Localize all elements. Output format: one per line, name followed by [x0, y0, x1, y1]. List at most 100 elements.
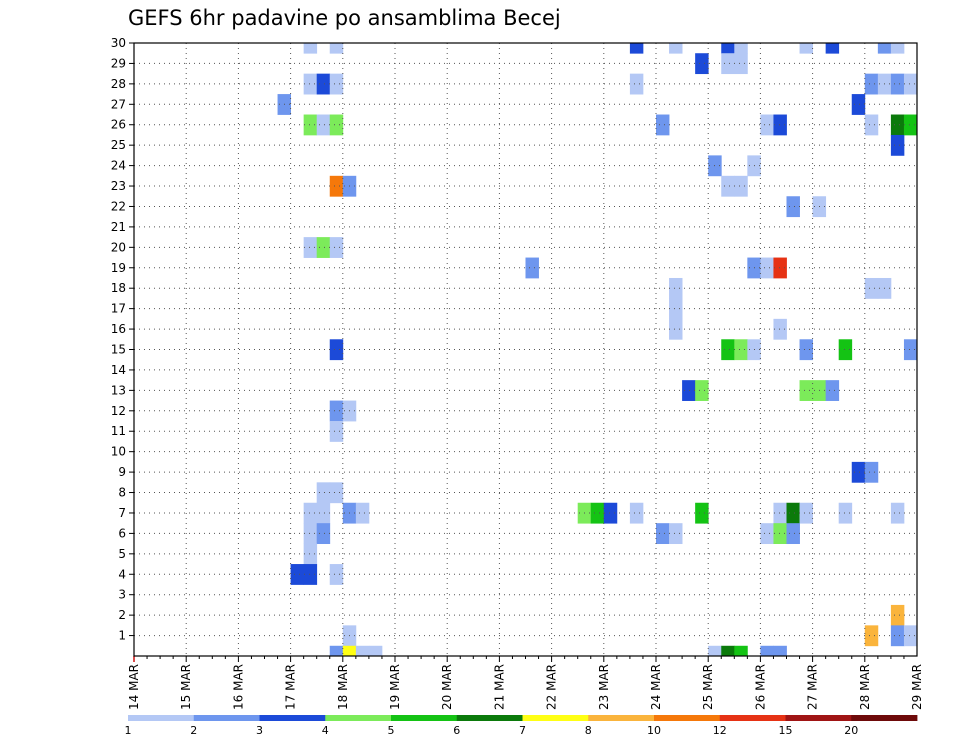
y-tick-label: 10 — [111, 445, 126, 459]
y-tick-label: 2 — [118, 608, 126, 622]
y-tick-label: 16 — [111, 322, 126, 336]
heatmap-cell — [786, 523, 800, 545]
heatmap-cell — [316, 523, 331, 545]
heatmap-cell — [799, 502, 813, 524]
y-tick-label: 7 — [118, 506, 126, 520]
heatmap-cell — [864, 461, 879, 483]
heatmap-cell — [825, 43, 840, 54]
heatmap-cell — [669, 43, 683, 54]
heatmap-cell — [316, 502, 331, 524]
heatmap-cell — [329, 339, 344, 361]
heatmap-cell — [773, 645, 787, 657]
colorbar-label: 20 — [844, 724, 858, 737]
heatmap-cell — [734, 645, 748, 657]
heatmap-cell — [890, 114, 905, 136]
y-tick-label: 6 — [118, 526, 126, 540]
heatmap-cell — [629, 502, 644, 524]
heatmap-cell — [773, 114, 787, 136]
colorbar-swatch — [128, 715, 195, 721]
colorbar-swatch — [193, 715, 260, 721]
heatmap-cell — [721, 645, 735, 657]
heatmap-cell — [669, 523, 683, 545]
heatmap-cell — [734, 175, 748, 197]
x-tick-label: 22 MAR — [545, 664, 559, 710]
colorbar-swatch — [259, 715, 326, 721]
heatmap-cell — [316, 73, 331, 95]
colorbar-swatch — [654, 715, 721, 721]
y-tick-label: 30 — [111, 36, 126, 50]
heatmap-cell — [864, 277, 879, 299]
heatmap-cell — [303, 237, 318, 258]
colorbar-label: 5 — [388, 724, 395, 737]
heatmap-cell — [669, 277, 683, 299]
heatmap-cell — [721, 53, 735, 75]
heatmap-cell — [629, 73, 644, 95]
heatmap-cell — [303, 523, 318, 545]
heatmap-cell — [773, 523, 787, 545]
y-tick-label: 24 — [111, 159, 126, 173]
heatmap-cell — [773, 318, 787, 340]
y-tick-label: 26 — [111, 118, 126, 132]
heatmap-cell — [799, 380, 813, 401]
heatmap-cell — [695, 53, 709, 75]
heatmap-cell — [682, 380, 696, 401]
colorbar-label: 15 — [779, 724, 793, 737]
x-tick-label: 20 MAR — [440, 664, 454, 710]
colorbar-legend: 1 2 3 4 5 6 7 8 10 12 15 20 — [125, 715, 918, 737]
y-tick-label: 27 — [111, 97, 126, 111]
heatmap-cell — [851, 94, 866, 115]
heatmap-cell — [864, 625, 879, 647]
y-tick-label: 4 — [118, 567, 126, 581]
y-tick-label: 9 — [118, 465, 126, 479]
y-tick-label: 18 — [111, 281, 126, 295]
y-tick-label: 13 — [111, 383, 126, 397]
heatmap-cell — [890, 134, 905, 156]
colorbar-label: 12 — [713, 724, 727, 737]
heatmap-cell — [329, 114, 344, 136]
heatmap-cell — [773, 502, 787, 524]
heatmap-cell — [799, 43, 813, 54]
heatmap-cell — [669, 298, 683, 320]
heatmap-cell — [864, 114, 879, 136]
heatmap-cell — [903, 114, 918, 136]
y-tick-label: 17 — [111, 302, 126, 316]
heatmap-cell — [773, 257, 787, 279]
heatmap-cell — [342, 645, 357, 657]
x-tick-label: 26 MAR — [753, 664, 767, 710]
heatmap-cell — [316, 114, 331, 136]
colorbar-swatch — [325, 715, 392, 721]
heatmap-cell — [329, 400, 344, 422]
heatmap-cell — [603, 502, 618, 524]
heatmap-cell — [760, 257, 774, 279]
x-tick-label: 19 MAR — [388, 664, 402, 710]
heatmap-cell — [329, 421, 344, 442]
colorbar-swatch — [456, 715, 523, 721]
y-tick-label: 8 — [118, 486, 126, 500]
x-axis: 14 MAR 15 MAR 16 MAR 17 MAR 18 MAR 19 MAR 20 M… — [127, 656, 924, 710]
colorbar-swatch — [522, 715, 589, 721]
heatmap-cell — [734, 53, 748, 75]
heatmap-cell — [838, 339, 853, 361]
colorbar-label: 6 — [453, 724, 460, 737]
heatmap-cell — [760, 523, 774, 545]
y-tick-label: 25 — [111, 138, 126, 152]
y-tick-label: 19 — [111, 261, 126, 275]
heatmap-cell — [760, 645, 774, 657]
colorbar-swatch — [719, 715, 786, 721]
y-tick-label: 1 — [118, 629, 126, 643]
heatmap-cell — [329, 237, 344, 258]
heatmap-cell — [903, 339, 918, 361]
x-tick-label: 14 MAR — [127, 664, 141, 710]
heatmap-cell — [825, 380, 840, 401]
y-tick-label: 20 — [111, 240, 126, 254]
x-tick-label: 18 MAR — [336, 664, 350, 710]
y-tick-label: 5 — [118, 547, 126, 561]
x-tick-label: 15 MAR — [179, 664, 193, 710]
y-tick-label: 11 — [111, 424, 126, 438]
heatmap-cell — [838, 502, 853, 524]
heatmap-cell — [903, 73, 918, 95]
heatmap-cell — [525, 257, 539, 279]
heatmap-cell — [290, 564, 305, 585]
heatmap-cell — [329, 645, 344, 657]
